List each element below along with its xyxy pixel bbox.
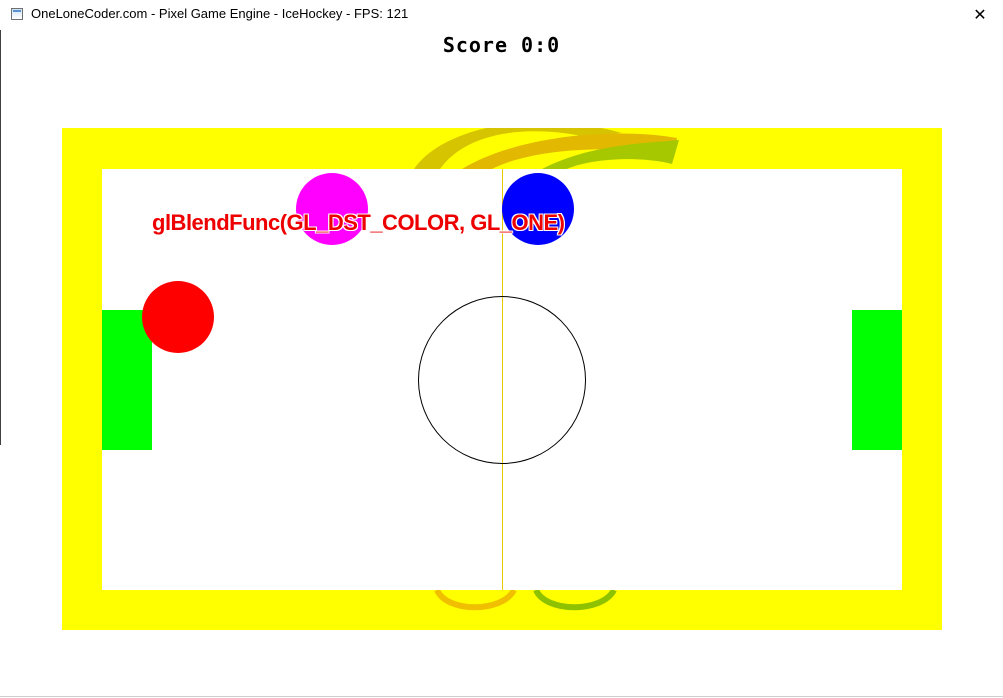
window-left-edge [0,30,1,445]
ring-right-arc [533,588,617,611]
background-swoosh-decoration [414,128,679,611]
ring-left-arc [434,588,517,611]
close-button[interactable]: ✕ [973,5,987,24]
window-title: OneLoneCoder.com - Pixel Game Engine - I… [31,6,409,21]
puck-red[interactable] [142,281,214,353]
right-goal [852,310,902,450]
player-mallet-magenta[interactable] [296,173,368,245]
score-display: Score 0:0 [442,33,561,57]
player-mallet-blue[interactable] [502,173,574,245]
swoosh-green-stroke [542,140,679,169]
app-window-icon [11,8,23,20]
window-bottom-edge [0,696,1003,697]
center-circle [418,296,586,464]
swoosh-dark-stroke [414,128,622,169]
swoosh-orange-stroke [462,133,677,169]
title-bar[interactable]: OneLoneCoder.com - Pixel Game Engine - I… [0,0,1003,30]
blend-mode-label: glBlendFunc(GL_DST_COLOR, GL_ONE) [152,210,565,235]
left-goal [102,310,152,450]
